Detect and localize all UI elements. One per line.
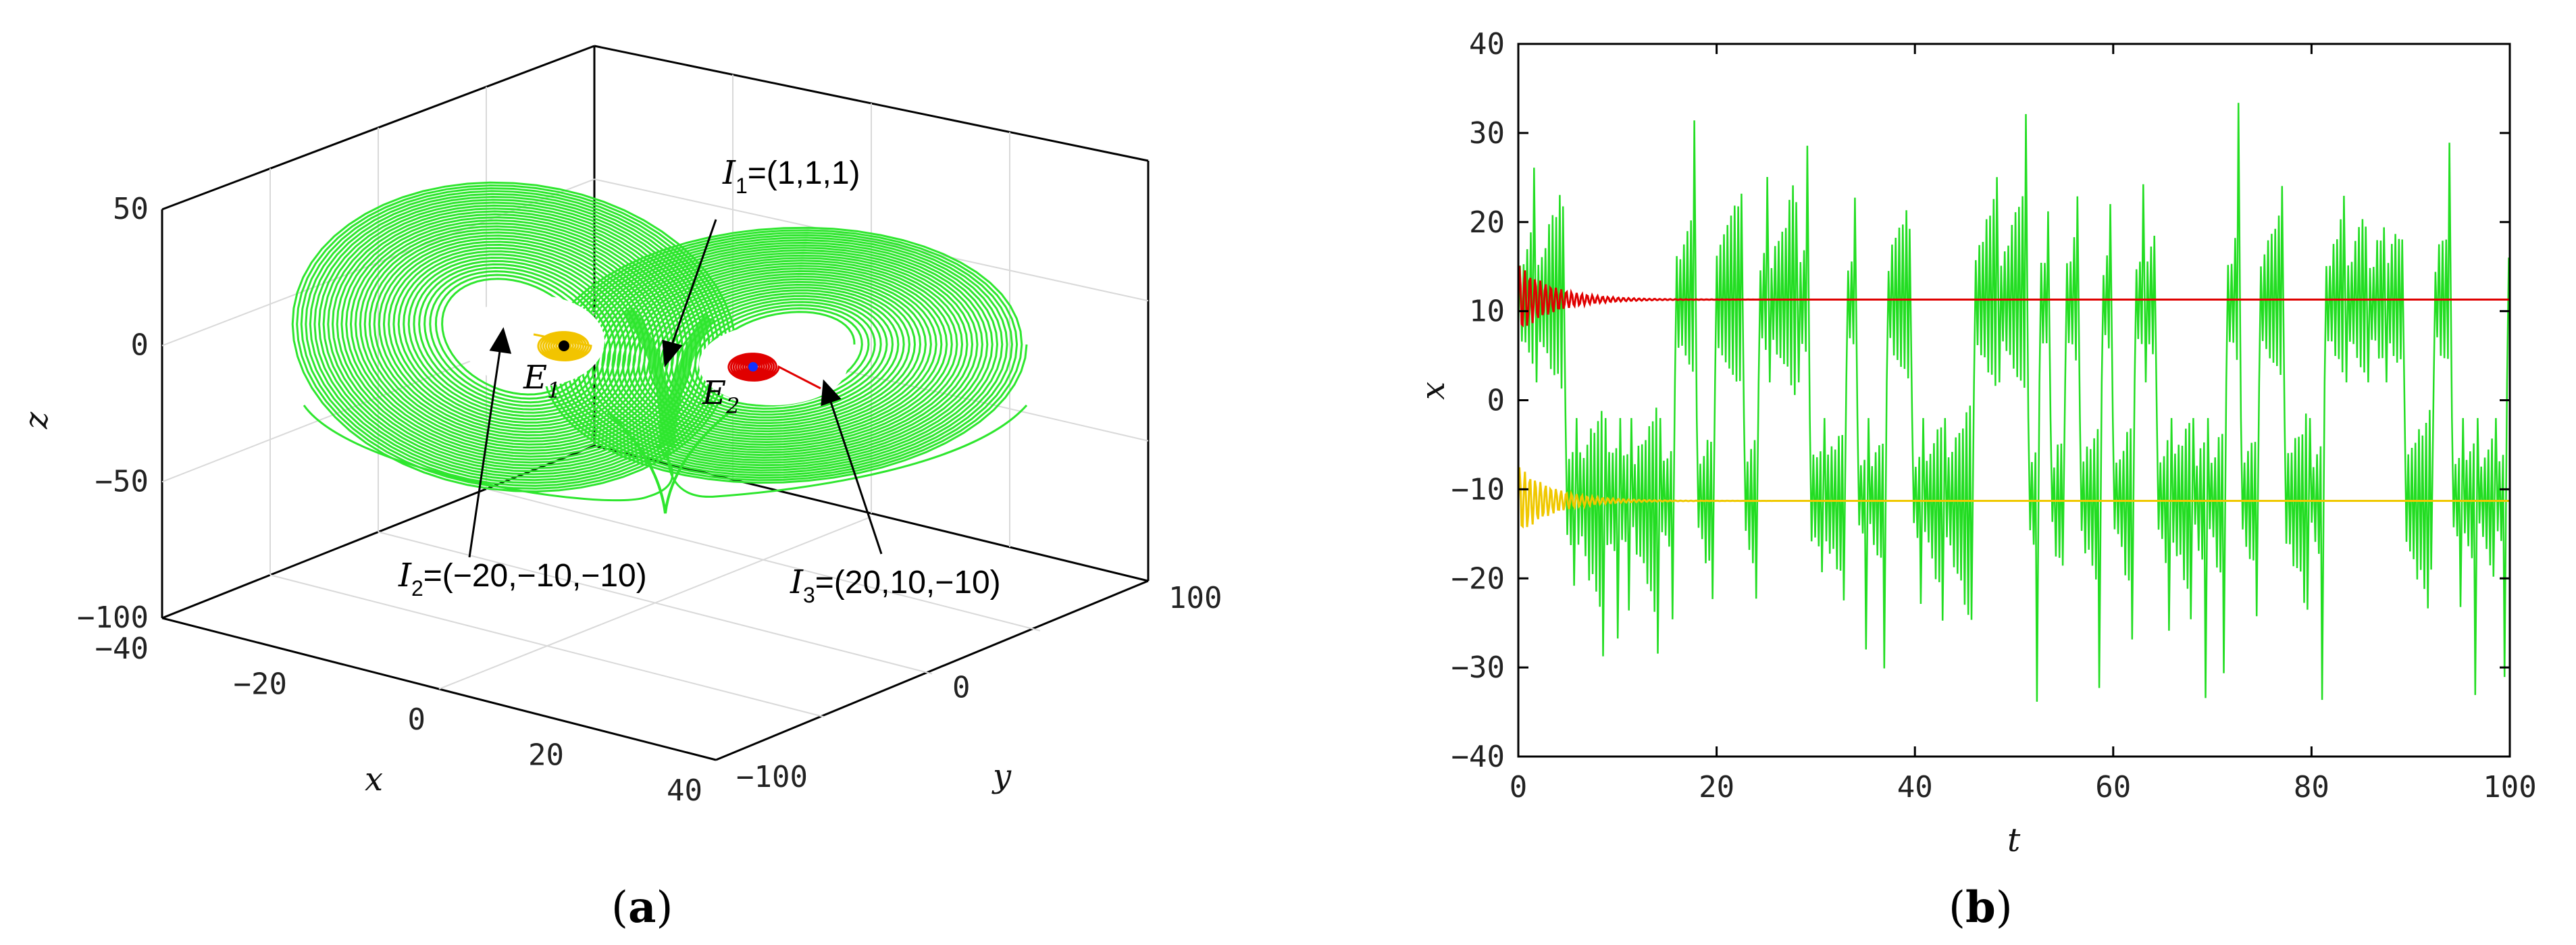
- x-axis-label-3d: x: [365, 761, 383, 798]
- equilibrium-e1: [559, 340, 569, 351]
- x-tick-label: 40: [667, 773, 702, 808]
- x-tick-label: 40: [1897, 770, 1933, 804]
- grid-line: [438, 516, 872, 690]
- y-tick-label: 20: [1469, 205, 1505, 240]
- z-tick-label: 50: [113, 192, 149, 226]
- plot-frame: [1517, 43, 2511, 758]
- attractor-wing: [542, 226, 1028, 484]
- x-tick-label: 60: [2095, 770, 2131, 804]
- attractor-lobe: [303, 405, 674, 502]
- series-red-damped: [1518, 265, 2510, 328]
- y-tick-label: −100: [736, 760, 808, 794]
- x-tick-label: 100: [2483, 770, 2536, 804]
- series-green-chaotic: [1518, 103, 2510, 702]
- y-tick-label: 10: [1469, 295, 1505, 329]
- time-series-lines: [1518, 103, 2510, 702]
- y-tick-label: 30: [1469, 116, 1505, 151]
- y-tick-label: −30: [1451, 650, 1505, 685]
- series-yellow-damped: [1518, 467, 2510, 529]
- y-tick-label: −20: [1451, 561, 1505, 596]
- equilibrium-label-e1: E1: [523, 359, 561, 403]
- x-tick-label: −20: [234, 667, 287, 702]
- x-tick-label: 0: [1510, 770, 1528, 804]
- x-tick-label: −40: [95, 632, 149, 666]
- z-tick-label: 0: [131, 328, 149, 363]
- panel-label-b: (b): [1949, 882, 2013, 933]
- annotation-i3: I3=(20,10,−10): [790, 563, 1001, 607]
- y-tick-label: 0: [1487, 384, 1505, 418]
- x-tick-label: 80: [2294, 770, 2329, 804]
- x-tick-label: 20: [1699, 770, 1734, 804]
- annotation-arrows: [468, 219, 883, 558]
- x-tick-label: 20: [528, 738, 564, 773]
- equilibrium-label-e2: E2: [702, 374, 740, 419]
- y-axis-label: x: [1414, 382, 1452, 400]
- y-tick-label: −10: [1451, 472, 1505, 507]
- x-tick-label: 0: [408, 703, 426, 737]
- z-tick-label: −50: [95, 464, 149, 499]
- y-tick-label: −40: [1451, 740, 1505, 774]
- z-axis-label-3d: z: [18, 411, 55, 430]
- annotation-i2: I2=(−20,−10,−10): [398, 557, 647, 601]
- y-tick-label: 0: [952, 671, 971, 705]
- panel-label-a: (a): [611, 882, 673, 933]
- equilibrium-e2: [748, 362, 758, 372]
- attractor-core: [623, 307, 715, 446]
- y-tick-label: 100: [1168, 581, 1222, 615]
- x-axis-label: t: [2007, 821, 2021, 859]
- attractor-curve: [291, 181, 1028, 514]
- y-tick-label: 40: [1469, 27, 1505, 61]
- z-tick-label: −100: [77, 601, 149, 635]
- annotation-i1: I1=(1,1,1): [722, 154, 860, 198]
- converging-orbits: [533, 331, 821, 390]
- attractor-lobe: [607, 411, 731, 514]
- y-axis-label-3d: y: [991, 757, 1012, 795]
